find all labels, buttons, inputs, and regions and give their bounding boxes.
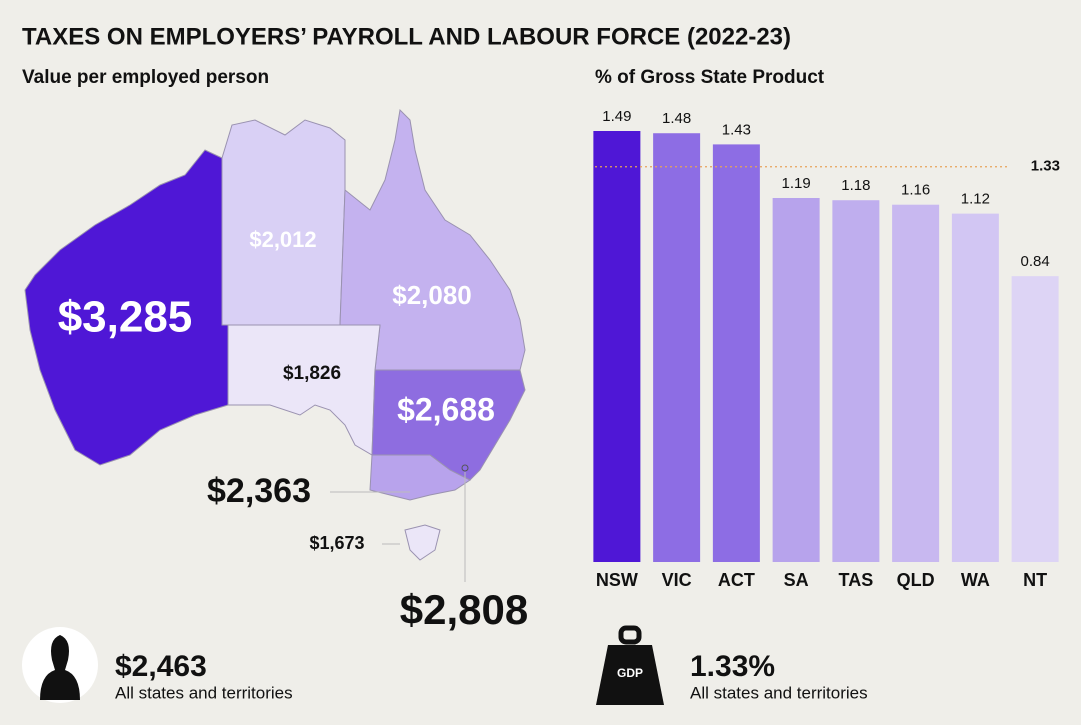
- bar: [593, 130, 641, 562]
- bar: [653, 133, 701, 562]
- region-label: $2,012: [249, 227, 316, 252]
- icon: [40, 635, 80, 700]
- region: [227, 324, 381, 456]
- summary-note: All states and territories: [690, 683, 868, 702]
- bar: [772, 197, 820, 563]
- region-label: $3,285: [58, 293, 193, 342]
- summary-value: $2,463: [115, 650, 207, 683]
- region-label: $2,080: [392, 280, 472, 310]
- value-label: 1.16: [901, 182, 930, 199]
- value-label: 1.18: [841, 177, 870, 194]
- region-label: $1,673: [309, 533, 364, 553]
- region: [461, 464, 469, 472]
- region: [24, 149, 229, 466]
- region-label: $2,363: [207, 472, 311, 510]
- bar: [892, 204, 940, 562]
- value-label: 1.43: [722, 121, 751, 138]
- value-label: 1.12: [961, 191, 990, 208]
- value-label: 0.84: [1021, 253, 1050, 270]
- icon: [596, 645, 664, 705]
- region: [369, 454, 471, 501]
- x-tick-label: NSW: [596, 570, 638, 590]
- map: $3,285 $2,012 $2,080 $1,826 $2,688 $2,36…: [24, 108, 528, 633]
- x-tick-label: ACT: [718, 570, 755, 590]
- map-title: Value per employed person: [22, 67, 269, 88]
- title: TAXES ON EMPLOYERS’ PAYROLL AND LABOUR F…: [22, 23, 791, 50]
- value-label: 1.49: [602, 108, 631, 125]
- reference-label: 1.33: [1031, 158, 1060, 175]
- value-label: 1.48: [662, 110, 691, 127]
- bar: [712, 144, 760, 562]
- icon-label: GDP: [617, 666, 643, 680]
- summary-person: $2,463 All states and territories: [22, 627, 293, 703]
- region: [404, 524, 441, 561]
- summary-value: 1.33%: [690, 650, 775, 683]
- region-label: $1,826: [283, 363, 341, 384]
- summary-gdp: GDP 1.33% All states and territories: [596, 625, 868, 705]
- summary-note: All states and territories: [115, 683, 293, 702]
- x-tick-label: TAS: [839, 570, 874, 590]
- bar: [951, 213, 999, 562]
- chart-title: % of Gross State Product: [595, 67, 825, 88]
- region-label: $2,688: [397, 391, 495, 427]
- bar: [832, 200, 880, 562]
- region-label: $2,808: [400, 586, 528, 633]
- icon: [618, 625, 642, 645]
- region: [221, 119, 346, 326]
- x-tick-label: NT: [1023, 570, 1047, 590]
- x-tick-label: WA: [961, 570, 990, 590]
- x-tick-label: VIC: [662, 570, 692, 590]
- bar: [1011, 276, 1059, 562]
- x-tick-label: QLD: [897, 570, 935, 590]
- x-tick-label: SA: [784, 570, 809, 590]
- value-label: 1.19: [782, 175, 811, 192]
